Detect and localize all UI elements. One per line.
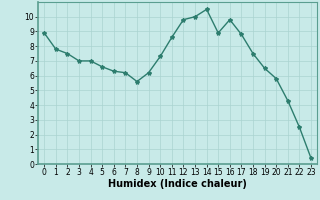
X-axis label: Humidex (Indice chaleur): Humidex (Indice chaleur) xyxy=(108,179,247,189)
